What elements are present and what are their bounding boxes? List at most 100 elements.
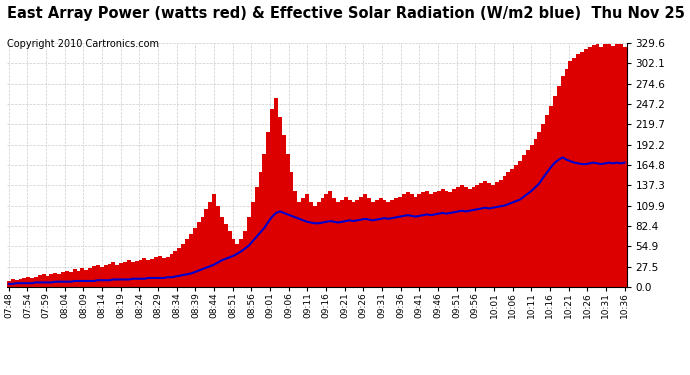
- Bar: [402, 194, 406, 287]
- Bar: [173, 251, 177, 287]
- Bar: [112, 262, 115, 287]
- Bar: [309, 202, 313, 287]
- Bar: [189, 234, 193, 287]
- Bar: [367, 198, 371, 287]
- Bar: [391, 200, 394, 287]
- Bar: [410, 194, 413, 287]
- Bar: [375, 200, 379, 287]
- Bar: [123, 262, 127, 287]
- Bar: [212, 194, 216, 287]
- Bar: [569, 62, 572, 287]
- Bar: [332, 198, 336, 287]
- Bar: [355, 200, 359, 287]
- Bar: [564, 69, 569, 287]
- Bar: [611, 46, 615, 287]
- Bar: [495, 182, 499, 287]
- Bar: [34, 276, 38, 287]
- Bar: [204, 209, 208, 287]
- Bar: [158, 256, 161, 287]
- Bar: [286, 154, 290, 287]
- Bar: [270, 110, 274, 287]
- Bar: [266, 132, 270, 287]
- Bar: [336, 202, 340, 287]
- Bar: [108, 264, 112, 287]
- Bar: [545, 115, 549, 287]
- Bar: [208, 202, 212, 287]
- Bar: [425, 191, 429, 287]
- Bar: [607, 44, 611, 287]
- Bar: [359, 196, 363, 287]
- Bar: [302, 198, 305, 287]
- Bar: [363, 194, 367, 287]
- Bar: [542, 124, 545, 287]
- Bar: [595, 44, 600, 287]
- Bar: [472, 187, 475, 287]
- Bar: [483, 181, 487, 287]
- Bar: [511, 168, 514, 287]
- Bar: [193, 228, 197, 287]
- Bar: [142, 258, 146, 287]
- Bar: [429, 194, 433, 287]
- Bar: [561, 76, 564, 287]
- Bar: [533, 139, 538, 287]
- Bar: [460, 185, 464, 287]
- Bar: [340, 200, 344, 287]
- Bar: [549, 106, 553, 287]
- Bar: [553, 96, 557, 287]
- Bar: [468, 189, 472, 287]
- Bar: [278, 117, 282, 287]
- Bar: [514, 165, 518, 287]
- Bar: [131, 262, 135, 287]
- Bar: [382, 200, 386, 287]
- Bar: [502, 176, 506, 287]
- Bar: [464, 187, 468, 287]
- Bar: [371, 202, 375, 287]
- Bar: [591, 45, 595, 287]
- Bar: [243, 231, 247, 287]
- Bar: [441, 189, 444, 287]
- Bar: [61, 272, 65, 287]
- Bar: [26, 277, 30, 287]
- Bar: [452, 189, 456, 287]
- Bar: [557, 86, 561, 287]
- Bar: [228, 231, 232, 287]
- Bar: [224, 224, 228, 287]
- Bar: [139, 260, 142, 287]
- Text: Copyright 2010 Cartronics.com: Copyright 2010 Cartronics.com: [7, 39, 159, 50]
- Bar: [216, 206, 220, 287]
- Bar: [127, 260, 131, 287]
- Bar: [135, 261, 139, 287]
- Bar: [444, 191, 448, 287]
- Bar: [422, 192, 425, 287]
- Bar: [603, 44, 607, 287]
- Bar: [580, 52, 584, 287]
- Bar: [305, 194, 309, 287]
- Bar: [50, 274, 53, 287]
- Bar: [239, 239, 243, 287]
- Bar: [166, 256, 170, 287]
- Bar: [491, 185, 495, 287]
- Bar: [394, 198, 398, 287]
- Bar: [247, 217, 251, 287]
- Text: East Array Power (watts red) & Effective Solar Radiation (W/m2 blue)  Thu Nov 25: East Array Power (watts red) & Effective…: [7, 6, 690, 21]
- Bar: [235, 244, 239, 287]
- Bar: [201, 217, 204, 287]
- Bar: [530, 145, 533, 287]
- Bar: [321, 198, 324, 287]
- Bar: [480, 183, 483, 287]
- Bar: [352, 202, 355, 287]
- Bar: [324, 194, 328, 287]
- Bar: [72, 269, 77, 287]
- Bar: [232, 239, 235, 287]
- Bar: [92, 266, 96, 287]
- Bar: [398, 196, 402, 287]
- Bar: [170, 254, 173, 287]
- Bar: [437, 191, 441, 287]
- Bar: [38, 275, 42, 287]
- Bar: [197, 222, 201, 287]
- Bar: [293, 191, 297, 287]
- Bar: [185, 239, 189, 287]
- Bar: [255, 187, 259, 287]
- Bar: [220, 217, 224, 287]
- Bar: [115, 265, 119, 287]
